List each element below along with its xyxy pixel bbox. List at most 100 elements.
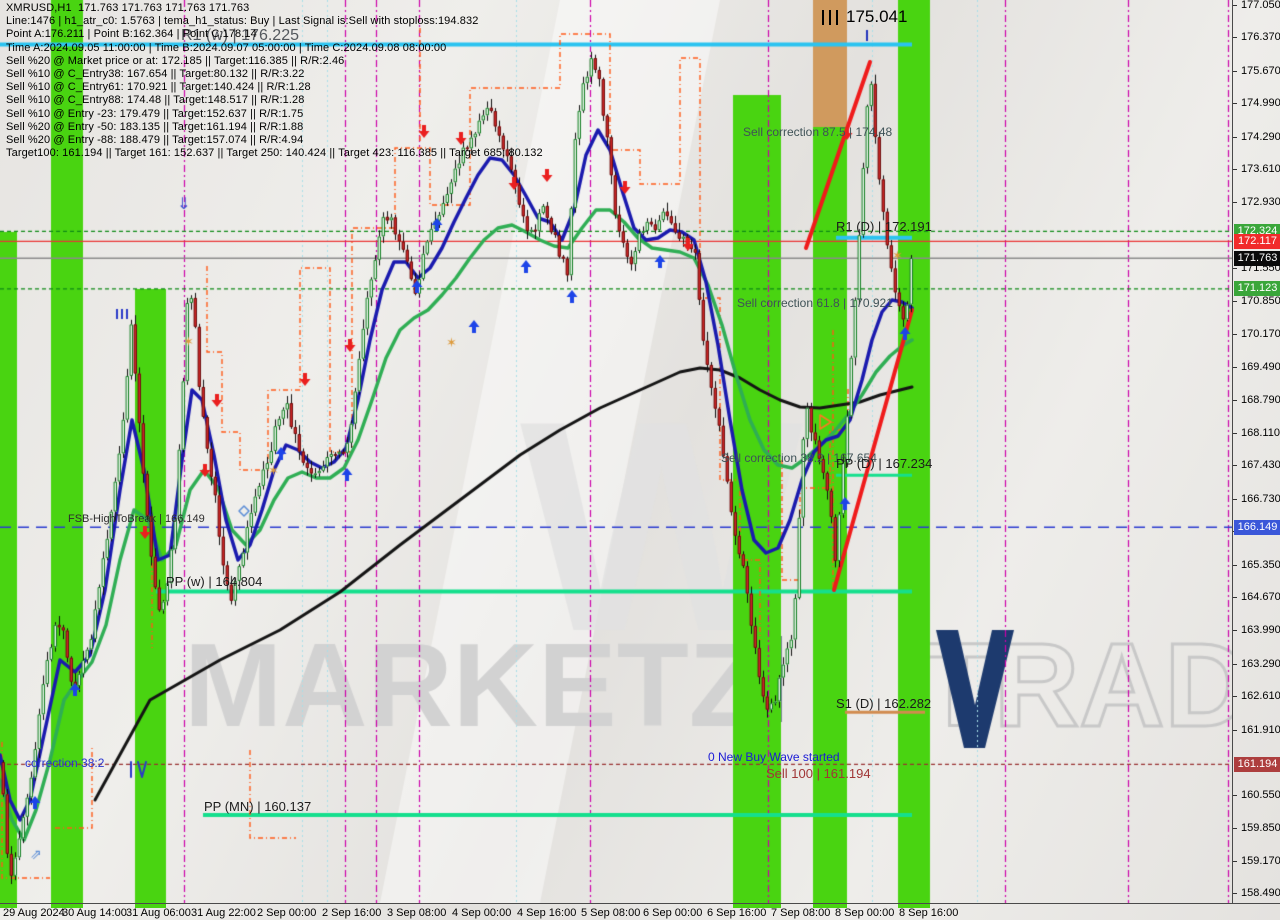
tick-bar-icon <box>822 9 824 25</box>
price-badge: 166.149 <box>1234 519 1280 535</box>
sell-corr-618-label: Sell correction 61.8 | 170.921 <box>737 296 893 310</box>
info-line: Sell %20 @ Entry -88: 188.479 || Target:… <box>6 134 304 147</box>
price-tick-mark <box>1233 37 1237 39</box>
price-tick-mark <box>1233 828 1237 830</box>
info-line: Line:1476 | h1_atr_c0: 1.5763 | tema_h1_… <box>6 15 479 28</box>
time-axis[interactable]: 29 Aug 2024 30 Aug 14:00 31 Aug 06:00 31 Au… <box>0 903 1280 920</box>
price-tick-label: 175.670 <box>1241 64 1280 77</box>
buy-wave-label: 0 New Buy Wave started <box>708 750 840 764</box>
session-band-stub <box>51 904 83 908</box>
info-line: Point A:176.211 | Point B:162.364 | Poin… <box>6 28 257 41</box>
price-tick-mark <box>1233 893 1237 895</box>
price-tick-label: 164.670 <box>1241 591 1280 604</box>
price-tick-label: 168.790 <box>1241 394 1280 407</box>
info-line: Sell %20 @ Market price or at: 172.185 |… <box>6 54 345 67</box>
price-tick-mark <box>1233 498 1237 500</box>
time-tick-label: 6 Sep 16:00 <box>707 907 767 919</box>
price-tick-label: 166.730 <box>1241 492 1280 505</box>
info-line: Sell %10 @ C_Entry88: 174.48 || Target:1… <box>6 94 305 107</box>
price-tick-label: 159.850 <box>1241 822 1280 835</box>
price-tick-mark <box>1233 4 1237 6</box>
r1d-label: R1 (D) | 172.191 <box>836 219 932 234</box>
info-line: Time A:2024.09.05 11:00:00 | Time B:2024… <box>6 41 447 54</box>
ppw-label: PP (w) | 164.804 <box>166 574 263 589</box>
price-tick-label: 159.170 <box>1241 854 1280 867</box>
price-tick-mark <box>1233 860 1237 862</box>
tick-bar-icon <box>829 9 831 25</box>
time-tick-label: 5 Sep 08:00 <box>581 907 641 919</box>
time-tick-label: 4 Sep 00:00 <box>452 907 512 919</box>
price-tick-mark <box>1233 70 1237 72</box>
price-tick-mark <box>1233 465 1237 467</box>
price-tick-label: 174.290 <box>1241 130 1280 143</box>
price-tick-label: 169.490 <box>1241 360 1280 373</box>
price-tick-mark <box>1233 400 1237 402</box>
time-tick-label: 29 Aug 2024 <box>3 907 65 919</box>
price-tick-mark <box>1233 267 1237 269</box>
price-tick-label: 174.990 <box>1241 97 1280 110</box>
tick-bar-icon <box>836 9 838 25</box>
price-badge: 171.763 <box>1234 250 1280 266</box>
time-tick-label: 2 Sep 00:00 <box>257 907 317 919</box>
price-tick-label: 160.550 <box>1241 788 1280 801</box>
price-axis[interactable]: 177.050 176.370 175.670 174.990 174.290 173.6… <box>1232 0 1280 903</box>
atr-target-label: 175.041 <box>822 7 907 27</box>
ppd-label: PP (D) | 167.234 <box>836 456 933 471</box>
sell-corr-382-label: Sell correction 38.2 | 167.654 <box>721 451 877 465</box>
info-line: Target100: 161.194 || Target 161: 152.63… <box>6 147 543 160</box>
price-tick-label: 163.290 <box>1241 657 1280 670</box>
price-tick-label: 161.910 <box>1241 723 1280 736</box>
s1d-label: S1 (D) | 162.282 <box>836 696 932 711</box>
price-badge: 161.194 <box>1234 756 1280 772</box>
price-tick-mark <box>1233 794 1237 796</box>
fsb-label: FSB-HighToBreak | 166.149 <box>68 513 205 525</box>
session-band-stub <box>898 904 930 908</box>
session-band-stub <box>733 904 781 908</box>
price-tick-label: 167.430 <box>1241 459 1280 472</box>
sell-corr-875-label: Sell correction 87.5 | 174.48 <box>743 125 893 139</box>
price-tick-label: 170.170 <box>1241 328 1280 341</box>
price-tick-mark <box>1233 136 1237 138</box>
time-tick-label: 8 Sep 00:00 <box>835 907 895 919</box>
price-tick-mark <box>1233 201 1237 203</box>
ppmn-label: PP (MN) | 160.137 <box>204 799 312 814</box>
time-tick-label: 31 Aug 22:00 <box>191 907 256 919</box>
info-line: Sell %10 @ C_Entry61: 170.921 || Target:… <box>6 81 311 94</box>
price-badge: 171.123 <box>1234 281 1280 297</box>
price-tick-mark <box>1233 366 1237 368</box>
price-tick-mark <box>1233 334 1237 336</box>
price-tick-mark <box>1233 597 1237 599</box>
price-tick-label: 158.490 <box>1241 887 1280 900</box>
price-tick-mark <box>1233 630 1237 632</box>
price-tick-label: 170.850 <box>1241 295 1280 308</box>
price-tick-mark <box>1233 432 1237 434</box>
price-tick-label: 177.050 <box>1241 0 1280 11</box>
chart-canvas[interactable] <box>0 0 1232 903</box>
sell-100-label: Sell 100 | 161.194 <box>766 766 871 781</box>
price-tick-label: 173.610 <box>1241 163 1280 176</box>
session-band-stub <box>0 904 17 908</box>
session-band-stub <box>135 904 166 908</box>
price-tick-mark <box>1233 663 1237 665</box>
indicator-info-panel: XMRUSD,H1 171.763 171.763 171.763 171.76… <box>6 2 543 160</box>
price-tick-label: 168.110 <box>1241 426 1280 439</box>
time-tick-label: 4 Sep 16:00 <box>517 907 577 919</box>
price-badge: 172.117 <box>1234 233 1280 249</box>
price-tick-mark <box>1233 169 1237 171</box>
price-tick-label: 163.990 <box>1241 624 1280 637</box>
price-tick-mark <box>1233 696 1237 698</box>
atr-target-value: 175.041 <box>846 7 908 26</box>
info-line: XMRUSD,H1 171.763 171.763 171.763 171.76… <box>6 2 250 14</box>
time-tick-label: 31 Aug 06:00 <box>126 907 191 919</box>
time-tick-label: 7 Sep 08:00 <box>771 907 831 919</box>
session-band-stub <box>813 904 847 908</box>
time-tick-label: 30 Aug 14:00 <box>62 907 127 919</box>
r1w-label: R1 (w) | 176.225 <box>181 27 299 44</box>
price-tick-mark <box>1233 729 1237 731</box>
time-tick-label: 6 Sep 00:00 <box>643 907 703 919</box>
corr-382-left-label: correction 38:2 <box>25 756 105 770</box>
price-tick-label: 165.350 <box>1241 558 1280 571</box>
info-line: Sell %20 @ Entry -50: 183.135 || Target:… <box>6 120 304 133</box>
time-tick-label: 3 Sep 08:00 <box>387 907 447 919</box>
